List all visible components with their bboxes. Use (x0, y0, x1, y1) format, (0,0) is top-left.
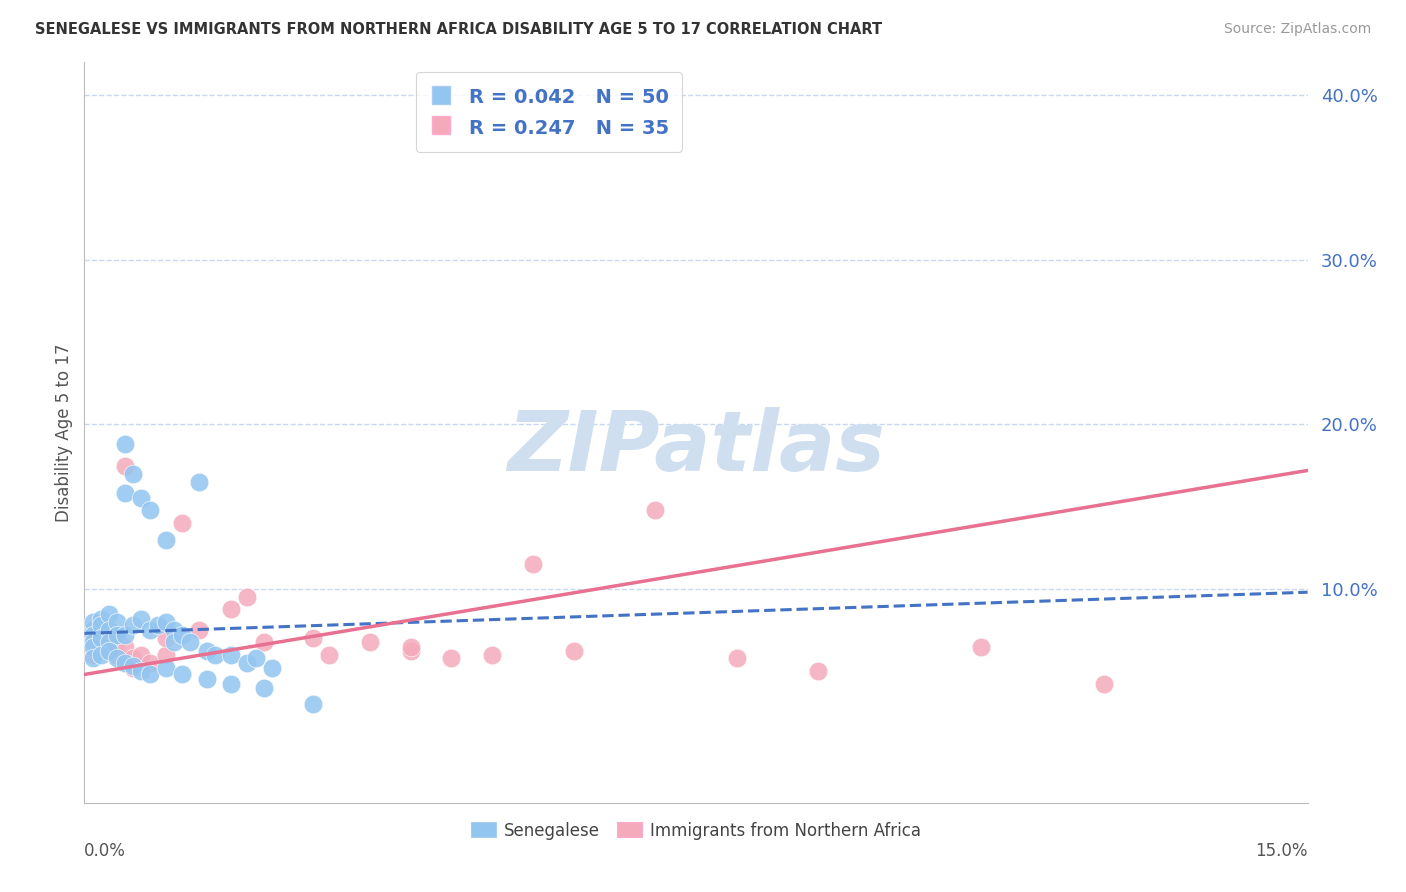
Point (82, 648, 104, 662)
Point (105, 651, 128, 665)
Point (155, 648, 177, 662)
Point (82, 623, 104, 637)
Point (114, 486, 136, 500)
Point (155, 661, 177, 675)
Point (90, 611, 112, 625)
Point (163, 634, 186, 648)
Point (114, 640, 136, 654)
Point (131, 611, 153, 625)
Point (105, 648, 128, 662)
Point (970, 640, 993, 654)
Text: Source: ZipAtlas.com: Source: ZipAtlas.com (1223, 22, 1371, 37)
Point (301, 632, 323, 646)
Text: SENEGALESE VS IMMIGRANTS FROM NORTHERN AFRICA DISABILITY AGE 5 TO 17 CORRELATION: SENEGALESE VS IMMIGRANTS FROM NORTHERN A… (35, 22, 883, 37)
Point (82, 628, 104, 642)
Point (807, 664, 830, 678)
Point (253, 634, 276, 648)
Point (179, 634, 201, 648)
Point (219, 601, 242, 615)
Legend: Senegalese, Immigrants from Northern Africa: Senegalese, Immigrants from Northern Afr… (464, 815, 928, 847)
Text: 0.0%: 0.0% (84, 842, 127, 860)
Point (90, 618, 112, 632)
Point (90, 640, 112, 654)
Point (122, 618, 145, 632)
Point (138, 623, 160, 637)
Point (97, 644, 120, 658)
Point (105, 615, 128, 629)
Point (260, 661, 283, 675)
Point (204, 648, 226, 662)
Point (122, 651, 145, 665)
Point (82, 634, 104, 648)
Point (82, 634, 104, 648)
Point (105, 628, 128, 642)
Point (122, 659, 145, 673)
Point (187, 623, 209, 637)
Point (138, 656, 160, 670)
Point (138, 667, 160, 681)
Point (97, 632, 120, 646)
Point (219, 677, 242, 691)
Point (82, 651, 104, 665)
Point (90, 632, 112, 646)
Point (131, 648, 153, 662)
Point (155, 632, 177, 646)
Text: 15.0%: 15.0% (1256, 842, 1308, 860)
Point (114, 458, 136, 473)
Point (138, 503, 160, 517)
Point (236, 656, 259, 670)
Point (359, 634, 381, 648)
Point (90, 628, 112, 642)
Point (172, 628, 194, 642)
Point (253, 681, 276, 695)
Point (187, 475, 209, 489)
Point (131, 491, 153, 506)
Point (172, 516, 194, 530)
Point (114, 437, 136, 451)
Point (562, 644, 585, 658)
Point (122, 467, 145, 481)
Point (97, 607, 120, 621)
Point (82, 615, 104, 629)
Point (97, 634, 120, 648)
Point (644, 503, 666, 517)
Text: ZIPatlas: ZIPatlas (508, 407, 884, 488)
Point (195, 644, 218, 658)
Point (114, 656, 136, 670)
Point (97, 644, 120, 658)
Point (146, 618, 169, 632)
Point (1092, 677, 1115, 691)
Point (105, 634, 128, 648)
Point (97, 623, 120, 637)
Point (155, 615, 177, 629)
Point (114, 628, 136, 642)
Point (399, 644, 422, 658)
Point (522, 558, 544, 572)
Point (155, 533, 177, 547)
Point (318, 648, 340, 662)
Point (236, 590, 259, 604)
Point (219, 648, 242, 662)
Point (163, 623, 186, 637)
Y-axis label: Disability Age 5 to 17: Disability Age 5 to 17 (55, 343, 73, 522)
Point (90, 648, 112, 662)
Point (82, 640, 104, 654)
Point (131, 664, 153, 678)
Point (301, 697, 323, 711)
Point (440, 651, 463, 665)
Point (122, 661, 145, 675)
Point (245, 651, 267, 665)
Point (725, 651, 748, 665)
Point (195, 673, 218, 687)
Point (399, 640, 422, 654)
Point (172, 667, 194, 681)
Point (481, 648, 503, 662)
